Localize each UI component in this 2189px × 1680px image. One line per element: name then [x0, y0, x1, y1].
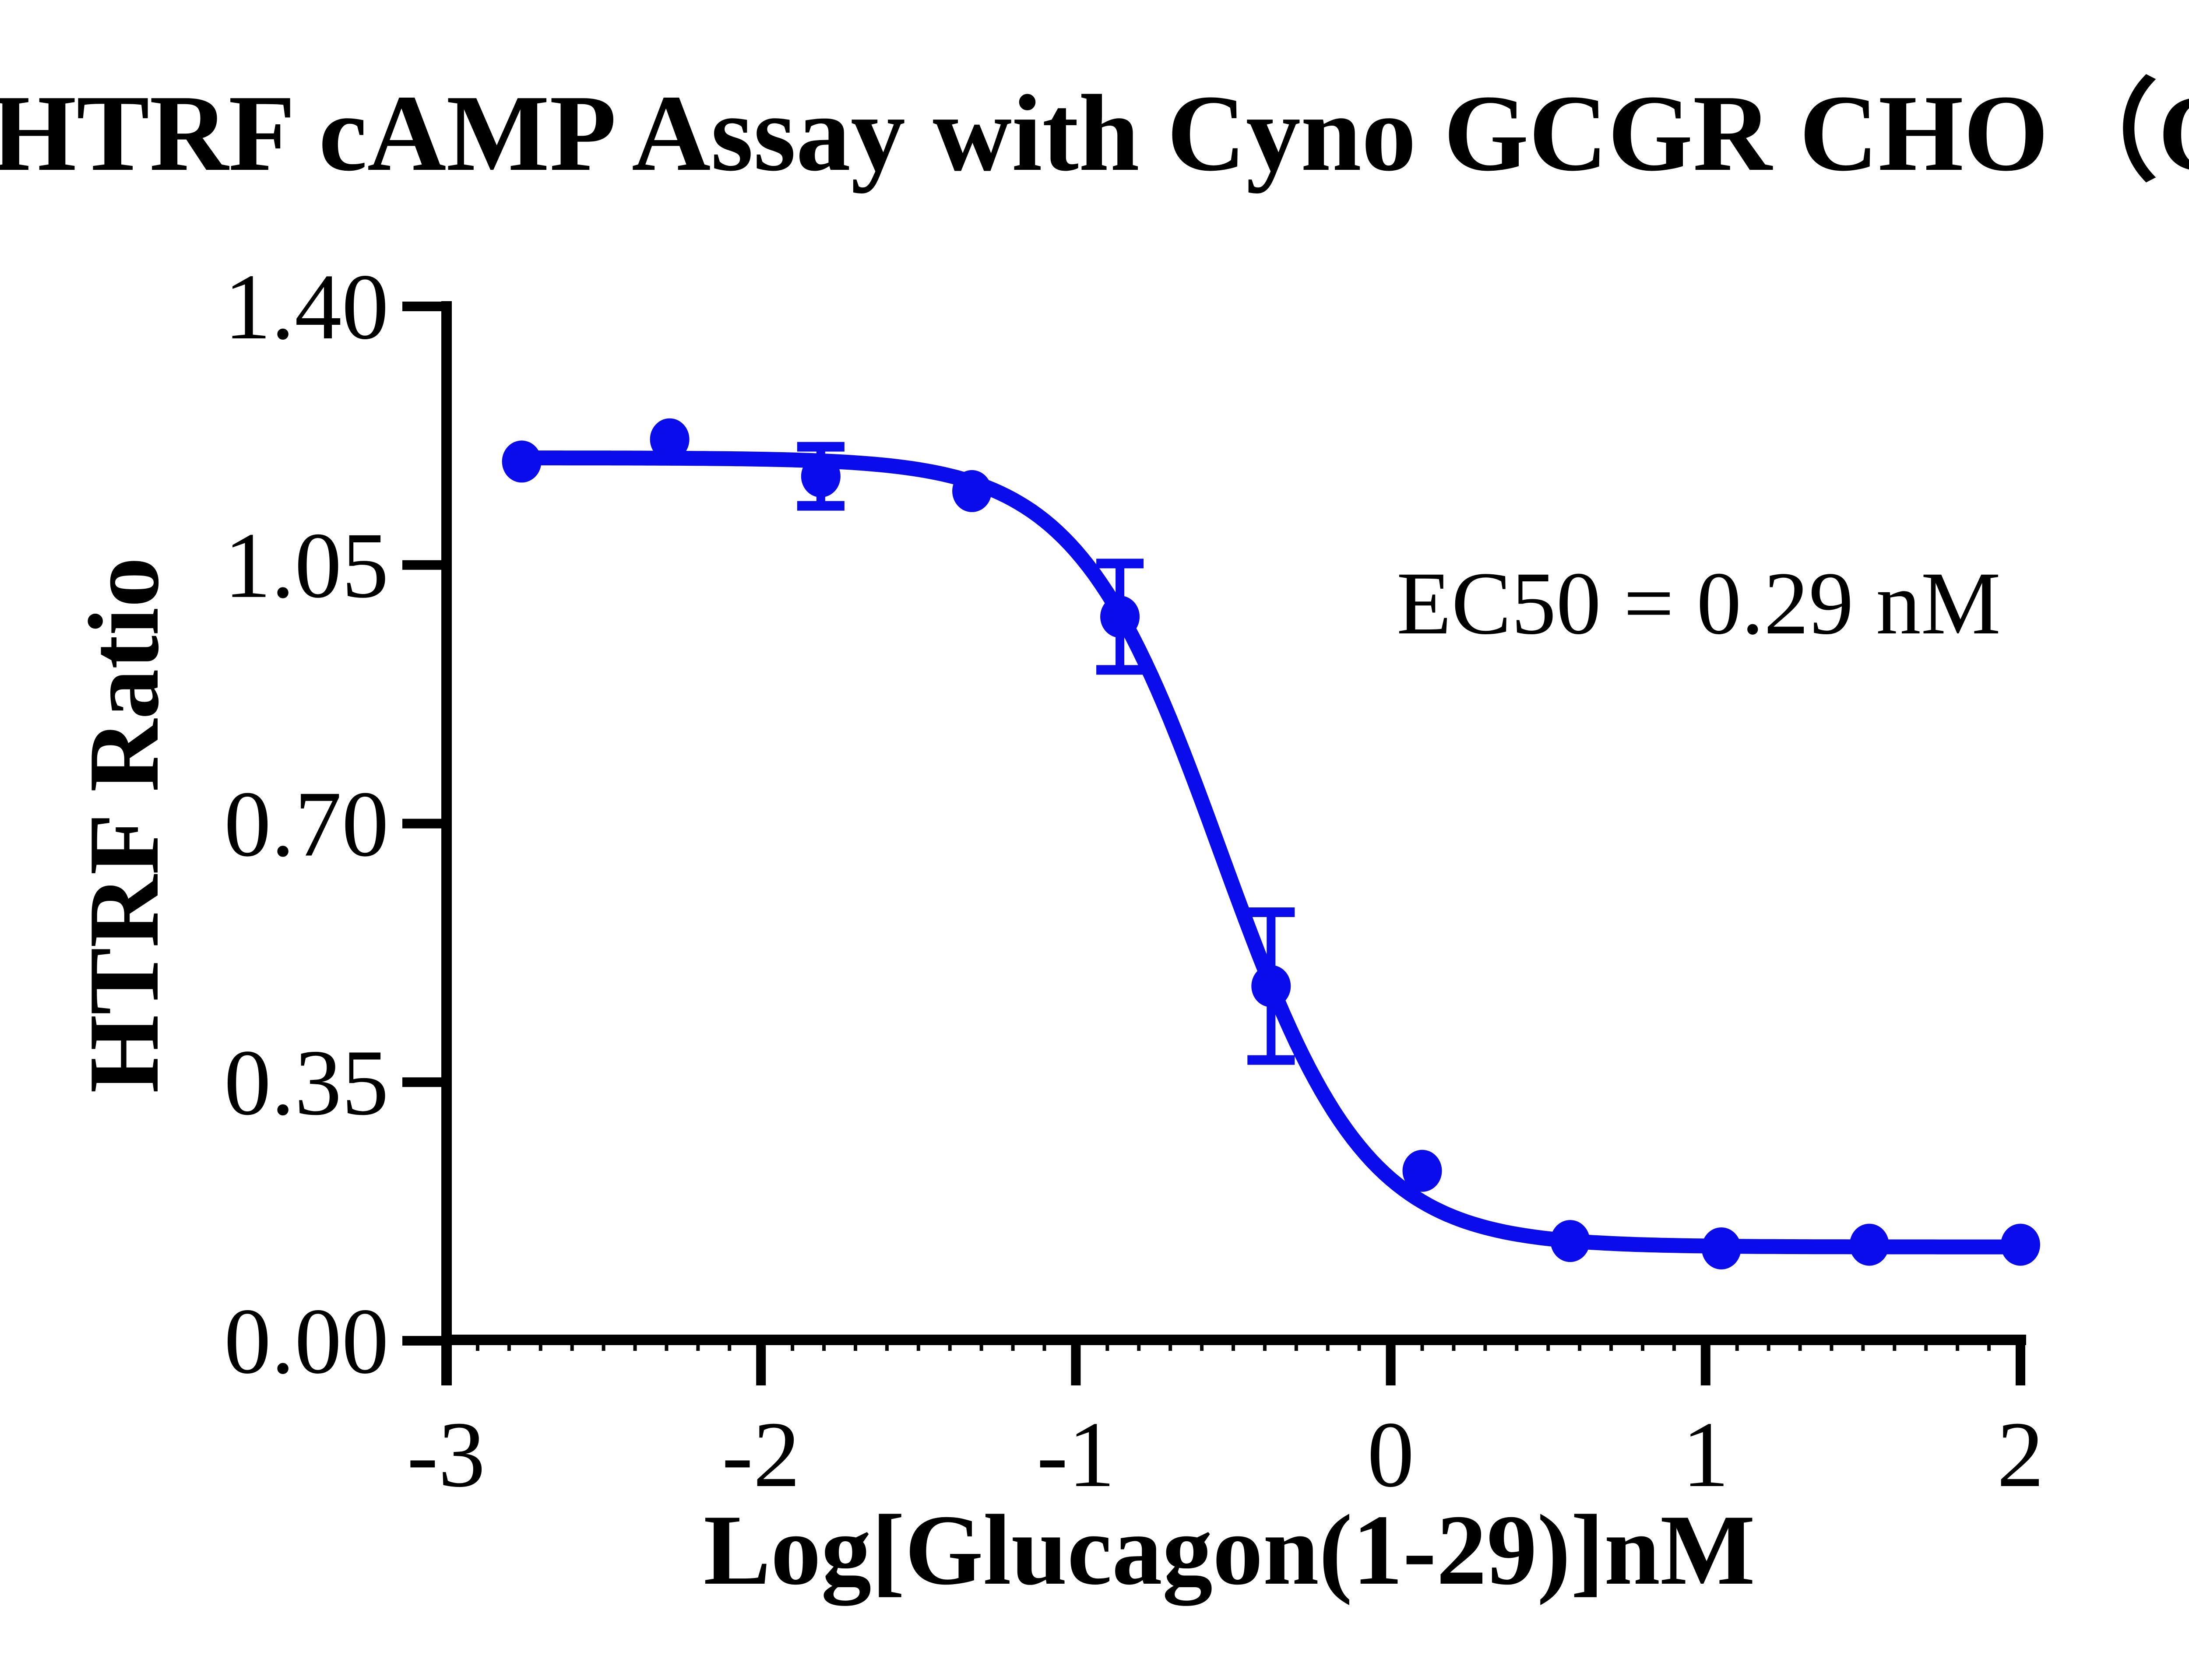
ec50-annotation: EC50 = 0.29 nM	[1397, 554, 2001, 653]
data-points	[502, 418, 2040, 1270]
x-axis	[441, 1335, 2026, 1385]
y-tick-label: 1.05	[224, 513, 389, 618]
x-tick-label: 1	[1682, 1402, 1729, 1507]
y-tick-label: 0.70	[224, 771, 389, 876]
data-point-marker	[502, 440, 542, 483]
x-axis-title: Log[Glucagon(1-29)]nM	[704, 1494, 1755, 1606]
y-tick-label: 0.00	[224, 1289, 389, 1393]
x-tick-labels: -3 -2 -1 0 1 2	[407, 1402, 2044, 1507]
chart-title: HTRF cAMP Assay with Cyno GCGR CHO（C10）	[0, 73, 2189, 194]
data-point-marker	[1550, 1220, 1590, 1262]
x-tick-label: -3	[407, 1402, 485, 1507]
error-bars	[797, 442, 1295, 1065]
y-tick-label: 1.40	[224, 254, 389, 359]
data-point-marker	[1402, 1149, 1442, 1192]
data-point-marker	[650, 418, 690, 460]
data-point-marker	[1251, 965, 1291, 1007]
x-tick-label: -1	[1037, 1402, 1115, 1507]
y-axis	[402, 301, 452, 1385]
data-point-marker	[1701, 1227, 1741, 1270]
data-point-marker	[1100, 595, 1140, 638]
x-tick-label: -2	[722, 1402, 800, 1507]
data-point-marker	[952, 470, 992, 512]
y-tick-labels: 0.00 0.35 0.70 1.05 1.40	[224, 254, 389, 1393]
data-point-marker	[2001, 1223, 2040, 1266]
data-point-marker	[801, 455, 841, 498]
x-tick-label: 2	[1997, 1402, 2044, 1507]
y-axis-title: HTRF Ratio	[68, 557, 179, 1093]
y-tick-label: 0.35	[224, 1030, 389, 1135]
data-point-marker	[1849, 1223, 1889, 1266]
x-tick-label: 0	[1367, 1402, 1415, 1507]
